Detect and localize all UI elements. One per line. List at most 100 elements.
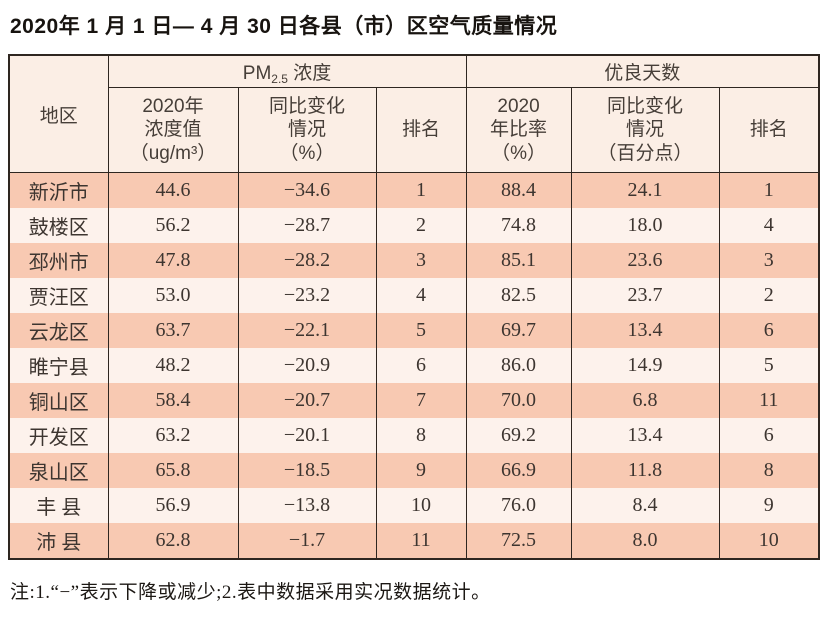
value-cell: −23.2 (237, 278, 377, 313)
pm25-label-suffix: 浓度 (287, 62, 332, 84)
value-cell: 85.1 (465, 243, 572, 278)
value-cell: 10 (718, 523, 820, 559)
header-line: （%） (279, 142, 335, 164)
value-cell: 65.8 (107, 453, 239, 488)
value-cell: 66.9 (465, 453, 572, 488)
header-line: 情况 (287, 119, 326, 141)
value-cell: 69.2 (465, 418, 572, 453)
value-cell: 44.6 (107, 172, 239, 208)
header-group-row: 地区 PM2.5 浓度 优良天数 (8, 55, 820, 173)
region-cell: 新沂市 (8, 172, 109, 208)
value-cell: 7 (375, 383, 467, 418)
value-cell: −22.1 (237, 313, 377, 348)
region-cell: 睢宁县 (8, 348, 109, 383)
region-cell: 泉山区 (8, 453, 109, 488)
value-cell: 6.8 (570, 383, 720, 418)
value-cell: 11 (375, 523, 467, 559)
value-cell: 72.5 (465, 523, 572, 559)
value-cell: 1 (718, 172, 820, 208)
header-pm25-rank: 排名 (375, 87, 467, 173)
table-row: 云龙区 63.7 −22.1 5 69.7 13.4 6 (8, 313, 820, 348)
header-line: （ug/m³） (129, 142, 217, 164)
region-cell: 沛 县 (8, 523, 109, 559)
region-cell: 铜山区 (8, 383, 109, 418)
table-row: 开发区 63.2 −20.1 8 69.2 13.4 6 (8, 418, 820, 453)
header-line: 同比变化 (607, 96, 684, 118)
value-cell: 23.7 (570, 278, 720, 313)
value-cell: 6 (718, 313, 820, 348)
value-cell: −20.1 (237, 418, 377, 453)
value-cell: 24.1 (570, 172, 720, 208)
value-cell: 1 (375, 172, 467, 208)
value-cell: 2 (375, 208, 467, 243)
table-row: 铜山区 58.4 −20.7 7 70.0 6.8 11 (8, 383, 820, 418)
region-cell: 鼓楼区 (8, 208, 109, 243)
table-row: 贾汪区 53.0 −23.2 4 82.5 23.7 2 (8, 278, 820, 313)
value-cell: 18.0 (570, 208, 720, 243)
value-cell: 56.2 (107, 208, 239, 243)
table-row: 鼓楼区 56.2 −28.7 2 74.8 18.0 4 (8, 208, 820, 243)
value-cell: 11.8 (570, 453, 720, 488)
value-cell: 5 (375, 313, 467, 348)
air-quality-table: 地区 PM2.5 浓度 优良天数 2020年 浓度值 （ug/m³） 同比变化 … (8, 54, 821, 560)
value-cell: 4 (375, 278, 467, 313)
table-row: 邳州市 47.8 −28.2 3 85.1 23.6 3 (8, 243, 820, 278)
value-cell: 82.5 (465, 278, 572, 313)
value-cell: −1.7 (237, 523, 377, 559)
header-good-days-group: 优良天数 (465, 55, 820, 88)
header-pm25-group: PM2.5 浓度 (107, 55, 467, 88)
value-cell: 48.2 (107, 348, 239, 383)
value-cell: 63.2 (107, 418, 239, 453)
table-row: 沛 县 62.8 −1.7 11 72.5 8.0 10 (8, 523, 820, 559)
value-cell: −28.7 (237, 208, 377, 243)
table-row: 泉山区 65.8 −18.5 9 66.9 11.8 8 (8, 453, 820, 488)
header-line: 年比率 (490, 119, 548, 141)
table-row: 丰 县 56.9 −13.8 10 76.0 8.4 9 (8, 488, 820, 523)
value-cell: 70.0 (465, 383, 572, 418)
header-gooddays-rate: 2020 年比率 （%） (465, 87, 572, 173)
region-cell: 贾汪区 (8, 278, 109, 313)
value-cell: 76.0 (465, 488, 572, 523)
value-cell: 9 (375, 453, 467, 488)
table-row: 新沂市 44.6 −34.6 1 88.4 24.1 1 (8, 172, 820, 208)
value-cell: 13.4 (570, 313, 720, 348)
header-line: 排名 (749, 119, 788, 141)
value-cell: 88.4 (465, 172, 572, 208)
value-cell: −13.8 (237, 488, 377, 523)
value-cell: 8.0 (570, 523, 720, 559)
value-cell: 6 (375, 348, 467, 383)
footnote: 注:1.“−”表示下降或减少;2.表中数据采用实况数据统计。 (10, 582, 491, 603)
value-cell: 3 (375, 243, 467, 278)
header-gooddays-rank: 排名 (718, 87, 820, 173)
value-cell: 53.0 (107, 278, 239, 313)
value-cell: 2 (718, 278, 820, 313)
value-cell: 47.8 (107, 243, 239, 278)
value-cell: 74.8 (465, 208, 572, 243)
header-line: （百分点） (597, 142, 693, 164)
header-line: 2020年 (142, 96, 204, 118)
header-line: （%） (491, 142, 546, 164)
header-sub-row: 2020年 浓度值 （ug/m³） 同比变化 情况 （%） 排名 2020 年比… (9, 87, 820, 173)
header-line: 浓度值 (144, 119, 202, 141)
value-cell: 63.7 (107, 313, 239, 348)
value-cell: 14.9 (570, 348, 720, 383)
value-cell: 86.0 (465, 348, 572, 383)
value-cell: 8 (718, 453, 820, 488)
region-cell: 丰 县 (8, 488, 109, 523)
value-cell: 62.8 (107, 523, 239, 559)
value-cell: 8 (375, 418, 467, 453)
header-region: 地区 (8, 55, 109, 173)
value-cell: −20.7 (237, 383, 377, 418)
header-pm25-value: 2020年 浓度值 （ug/m³） (107, 87, 239, 173)
value-cell: −28.2 (237, 243, 377, 278)
table-body: 新沂市 44.6 −34.6 1 88.4 24.1 1 鼓楼区 56.2 −28.7 2 74.8 1… (8, 172, 820, 559)
value-cell: 11 (718, 383, 820, 418)
value-cell: −34.6 (237, 172, 377, 208)
value-cell: 4 (718, 208, 820, 243)
value-cell: 8.4 (570, 488, 720, 523)
value-cell: 13.4 (570, 418, 720, 453)
value-cell: 56.9 (107, 488, 239, 523)
value-cell: 9 (718, 488, 820, 523)
value-cell: 3 (718, 243, 820, 278)
